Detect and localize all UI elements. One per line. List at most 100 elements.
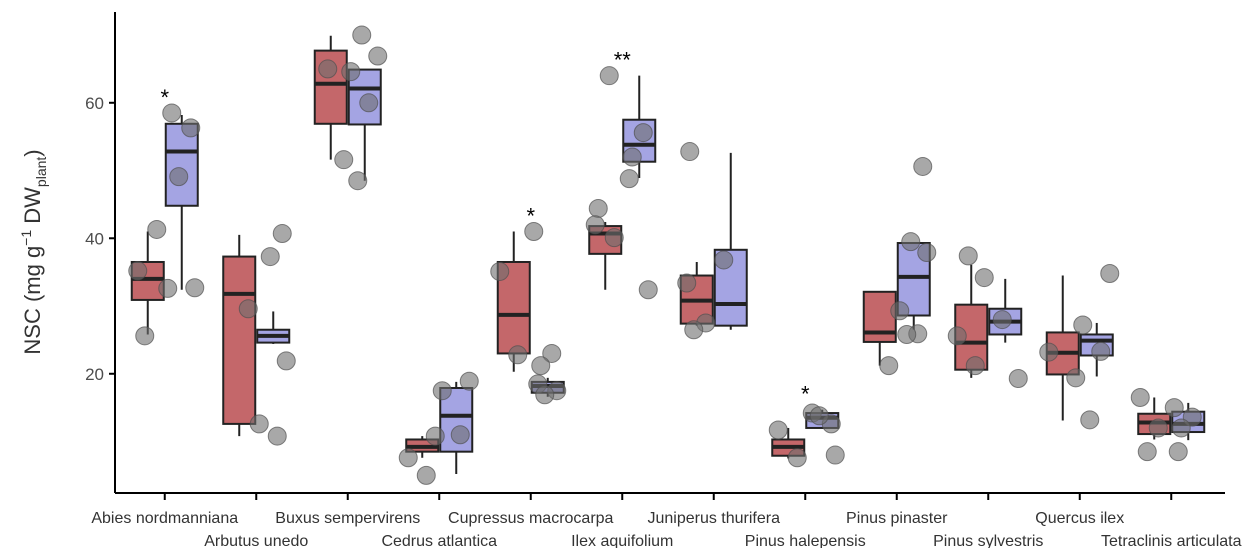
data-point bbox=[398, 448, 418, 468]
x-tick-label: Pinus pinaster bbox=[846, 510, 948, 527]
data-point bbox=[599, 66, 619, 86]
data-point bbox=[185, 278, 205, 298]
data-point bbox=[965, 356, 985, 376]
data-point bbox=[318, 59, 338, 79]
y-tick-label: 40 bbox=[85, 229, 104, 248]
x-tick-label: Cupressus macrocarpa bbox=[448, 510, 614, 527]
data-point bbox=[1168, 442, 1188, 462]
y-tick-label: 20 bbox=[85, 365, 104, 384]
data-point bbox=[619, 169, 639, 189]
data-point bbox=[162, 103, 182, 123]
data-point bbox=[249, 414, 269, 434]
data-point bbox=[352, 25, 372, 45]
data-point bbox=[677, 273, 697, 293]
x-tick-label: Pinus halepensis bbox=[745, 533, 866, 548]
data-point bbox=[1148, 418, 1168, 438]
significance: * bbox=[160, 85, 169, 110]
data-point bbox=[359, 93, 379, 113]
data-point bbox=[901, 232, 921, 252]
data-point bbox=[680, 142, 700, 162]
data-point bbox=[1066, 368, 1086, 388]
data-point bbox=[879, 356, 899, 376]
data-point bbox=[181, 118, 201, 138]
data-point bbox=[348, 171, 368, 191]
data-point bbox=[825, 445, 845, 465]
data-point bbox=[604, 228, 624, 248]
data-point bbox=[158, 278, 178, 298]
data-point bbox=[633, 123, 653, 143]
data-point bbox=[1130, 387, 1150, 407]
box bbox=[164, 122, 199, 207]
data-point bbox=[416, 465, 436, 485]
significance: * bbox=[526, 203, 535, 228]
data-point bbox=[768, 420, 788, 440]
data-point bbox=[169, 167, 189, 187]
data-point bbox=[1137, 442, 1157, 462]
y-tick-label: 60 bbox=[85, 94, 104, 113]
y-label-text: DW bbox=[20, 187, 45, 230]
data-point bbox=[917, 243, 937, 262]
data-point bbox=[622, 147, 642, 167]
data-point bbox=[147, 219, 167, 239]
data-point bbox=[809, 406, 829, 426]
y-label-sub: plant bbox=[33, 157, 49, 187]
data-point bbox=[267, 426, 287, 446]
data-point bbox=[1039, 342, 1059, 362]
data-point bbox=[913, 156, 933, 176]
data-point bbox=[260, 247, 280, 267]
data-point bbox=[897, 324, 917, 344]
data-point bbox=[542, 343, 562, 363]
data-point bbox=[341, 62, 361, 82]
y-label-text: ) bbox=[20, 149, 45, 156]
x-tick-label: Pinus sylvestris bbox=[933, 533, 1043, 548]
data-point bbox=[1080, 410, 1100, 430]
y-label-text: NSC (mg g bbox=[20, 246, 45, 355]
data-point bbox=[958, 246, 978, 266]
y-axis-label: NSC (mg g−1 DWplant) bbox=[18, 149, 49, 354]
x-tick-label: Buxus sempervirens bbox=[275, 510, 420, 527]
data-point bbox=[459, 371, 479, 391]
data-point bbox=[450, 425, 470, 445]
box bbox=[222, 255, 257, 425]
x-tick-label: Cedrus atlantica bbox=[381, 533, 497, 548]
data-point bbox=[368, 46, 388, 66]
data-point bbox=[135, 326, 155, 346]
data-point bbox=[535, 385, 555, 405]
data-point bbox=[1091, 341, 1111, 361]
data-point bbox=[1164, 398, 1184, 418]
data-point bbox=[1008, 369, 1028, 389]
data-point bbox=[531, 356, 551, 376]
x-tick-label: Juniperus thurifera bbox=[647, 510, 780, 527]
data-point bbox=[1171, 418, 1191, 438]
y-label-sup: −1 bbox=[18, 230, 34, 246]
data-point bbox=[238, 299, 258, 319]
data-point bbox=[508, 345, 528, 365]
x-tick-label: Tetraclinis articulata bbox=[1101, 533, 1242, 548]
x-tick-label: Abies nordmanniana bbox=[91, 510, 238, 527]
data-point bbox=[588, 198, 608, 218]
data-point bbox=[585, 215, 605, 235]
data-point bbox=[1100, 264, 1120, 284]
data-point bbox=[992, 310, 1012, 330]
data-point bbox=[684, 320, 704, 340]
data-point bbox=[276, 351, 296, 371]
significance: * bbox=[801, 382, 810, 407]
x-tick-label: Quercus ilex bbox=[1035, 510, 1124, 527]
x-tick-label: Arbutus unedo bbox=[204, 533, 308, 548]
data-point bbox=[1073, 315, 1093, 335]
data-point bbox=[272, 224, 292, 244]
data-point bbox=[334, 150, 354, 170]
data-point bbox=[432, 381, 452, 401]
significance: ** bbox=[614, 48, 632, 73]
data-point bbox=[524, 221, 544, 241]
data-point bbox=[128, 261, 148, 281]
data-point bbox=[890, 301, 910, 321]
data-point bbox=[714, 250, 734, 270]
data-point bbox=[787, 448, 807, 468]
data-point bbox=[490, 261, 510, 281]
data-point bbox=[425, 426, 445, 446]
x-tick-label: Ilex aquifolium bbox=[571, 533, 673, 548]
data-point bbox=[947, 326, 967, 346]
